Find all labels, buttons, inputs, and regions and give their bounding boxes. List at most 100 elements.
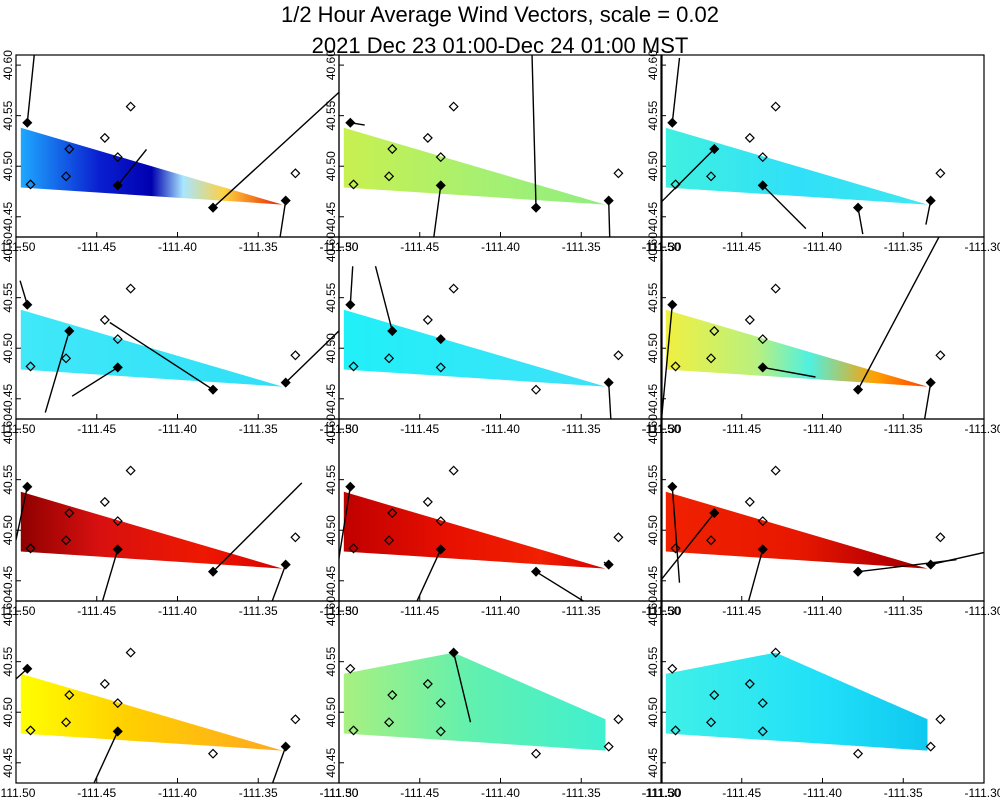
panel-7: -111.50 -111.45 -111.40 -111.35 -111.3040.45… <box>0 414 359 618</box>
x-tick-label: -111.50 <box>642 786 681 800</box>
wind-vector-S7 <box>101 549 119 601</box>
x-tick-label: -111.50 <box>0 786 36 800</box>
station-marker-S4 <box>706 171 717 182</box>
y-tick-label: 40.60 <box>646 414 660 444</box>
station-marker-S6 <box>757 516 768 527</box>
station-marker-S4 <box>706 535 717 546</box>
station-marker-S6 <box>112 152 123 163</box>
x-tick-label: -111.35 <box>562 240 601 254</box>
x-tick-label: -111.45 <box>722 422 761 436</box>
station-marker-S5 <box>422 132 433 143</box>
x-tick-label: -111.40 <box>158 240 197 254</box>
station-marker-S8 <box>448 101 459 112</box>
field-region-panel-3 <box>665 127 928 205</box>
station-marker-S9 <box>852 748 864 759</box>
y-tick-label: 40.50 <box>324 515 338 545</box>
station-marker-S5 <box>744 496 755 507</box>
panel-3: -111.50 -111.45 -111.40 -111.35 -111.3040.45… <box>642 50 1000 254</box>
y-tick-label: 40.45 <box>646 383 660 413</box>
station-marker-S4 <box>384 353 395 364</box>
wind-vector-S9 <box>109 321 214 391</box>
station-marker-S4 <box>61 171 72 182</box>
wind-vector-S9 <box>535 571 585 601</box>
station-marker-S6 <box>757 152 768 163</box>
wind-vector-S9 <box>212 482 303 573</box>
y-tick-label: 40.50 <box>646 697 660 727</box>
field-region-panel-1 <box>20 127 283 205</box>
y-tick-label: 40.55 <box>1 646 15 676</box>
chart-title-line-1: 1/2 Hour Average Wind Vectors, scale = 0… <box>280 2 719 27</box>
field-region-panel-10 <box>20 673 283 751</box>
wind-vector-S1 <box>339 486 351 563</box>
y-tick-label: 40.60 <box>1 596 15 626</box>
field-region-panel-9 <box>665 491 928 569</box>
station-marker-S6 <box>112 516 123 527</box>
station-marker-S2 <box>348 361 359 372</box>
wind-vector-S10 <box>608 382 612 419</box>
wind-vector-S10 <box>285 329 339 384</box>
wind-vector-S10 <box>925 200 932 225</box>
wind-vector-S7 <box>762 184 807 230</box>
station-marker-S11 <box>290 350 301 361</box>
y-tick-label: 40.50 <box>324 697 338 727</box>
station-marker-S8 <box>448 647 459 658</box>
station-marker-S10 <box>280 741 291 752</box>
x-tick-label: -111.35 <box>239 786 278 800</box>
station-marker-S2 <box>670 361 681 372</box>
station-marker-S11 <box>935 350 946 361</box>
x-tick-label: -111.45 <box>400 604 439 618</box>
panel-9: -111.50 -111.45 -111.40 -111.35 -111.3040.45… <box>642 414 1000 618</box>
station-marker-S8 <box>125 647 136 658</box>
y-tick-label: 40.50 <box>1 151 15 181</box>
station-marker-S8 <box>125 465 136 476</box>
station-marker-S1 <box>667 663 678 674</box>
y-tick-label: 40.50 <box>1 697 15 727</box>
x-tick-label: -111.30 <box>965 604 1000 618</box>
y-tick-label: 40.50 <box>324 333 338 363</box>
wind-vector-S1 <box>16 668 28 680</box>
wind-vector-S10 <box>271 564 287 601</box>
x-tick-label: -111.45 <box>77 240 116 254</box>
station-marker-S9 <box>207 748 219 759</box>
x-tick-label: -111.40 <box>158 786 197 800</box>
field-region-panel-7 <box>20 491 283 569</box>
y-tick-label: 40.55 <box>646 464 660 494</box>
station-marker-S5 <box>99 314 110 325</box>
x-tick-label: -111.30 <box>965 240 1000 254</box>
station-marker-S3 <box>64 507 75 519</box>
y-tick-label: 40.50 <box>324 151 338 181</box>
wind-vector-S10 <box>608 200 611 237</box>
station-marker-S2 <box>25 361 36 372</box>
panel-10: -111.50 -111.45 -111.40 -111.35 -111.30 40.45… <box>0 596 359 800</box>
y-tick-label: 40.55 <box>1 100 15 130</box>
station-marker-S4 <box>706 353 717 364</box>
y-tick-label: 40.60 <box>1 232 15 262</box>
panel-5: -111.50 -111.45 -111.40 -111.35 -111.3040.45… <box>320 232 682 436</box>
y-tick-label: 40.55 <box>1 464 15 494</box>
x-tick-label: -111.35 <box>562 422 601 436</box>
station-marker-S3 <box>64 689 75 701</box>
x-tick-label: -111.40 <box>158 604 197 618</box>
wind-vector-S1 <box>349 266 354 305</box>
x-tick-label: -111.35 <box>239 422 278 436</box>
station-marker-S8 <box>770 647 781 658</box>
station-marker-S11 <box>613 714 624 725</box>
field-region-panel-2 <box>343 127 606 205</box>
wind-vector-S3 <box>661 148 715 204</box>
station-marker-S2 <box>670 725 681 736</box>
x-tick-label: -111.45 <box>77 422 116 436</box>
wind-vector-S8 <box>452 652 472 723</box>
station-marker-S10 <box>925 741 936 752</box>
station-marker-S8 <box>770 101 781 112</box>
station-marker-S6 <box>757 334 768 345</box>
station-marker-S8 <box>770 283 781 294</box>
y-tick-label: 40.45 <box>1 565 15 595</box>
panel-11: -111.50 -111.45 -111.40 -111.35 -111.30 40.45… <box>320 596 682 800</box>
station-marker-S11 <box>613 168 624 179</box>
wind-vector-S1 <box>26 55 35 123</box>
station-marker-S3 <box>387 507 398 519</box>
panel-2: -111.50 -111.45 -111.40 -111.35 -111.3040.45… <box>320 50 682 254</box>
x-tick-label: -111.45 <box>400 786 439 800</box>
station-marker-S8 <box>125 101 136 112</box>
